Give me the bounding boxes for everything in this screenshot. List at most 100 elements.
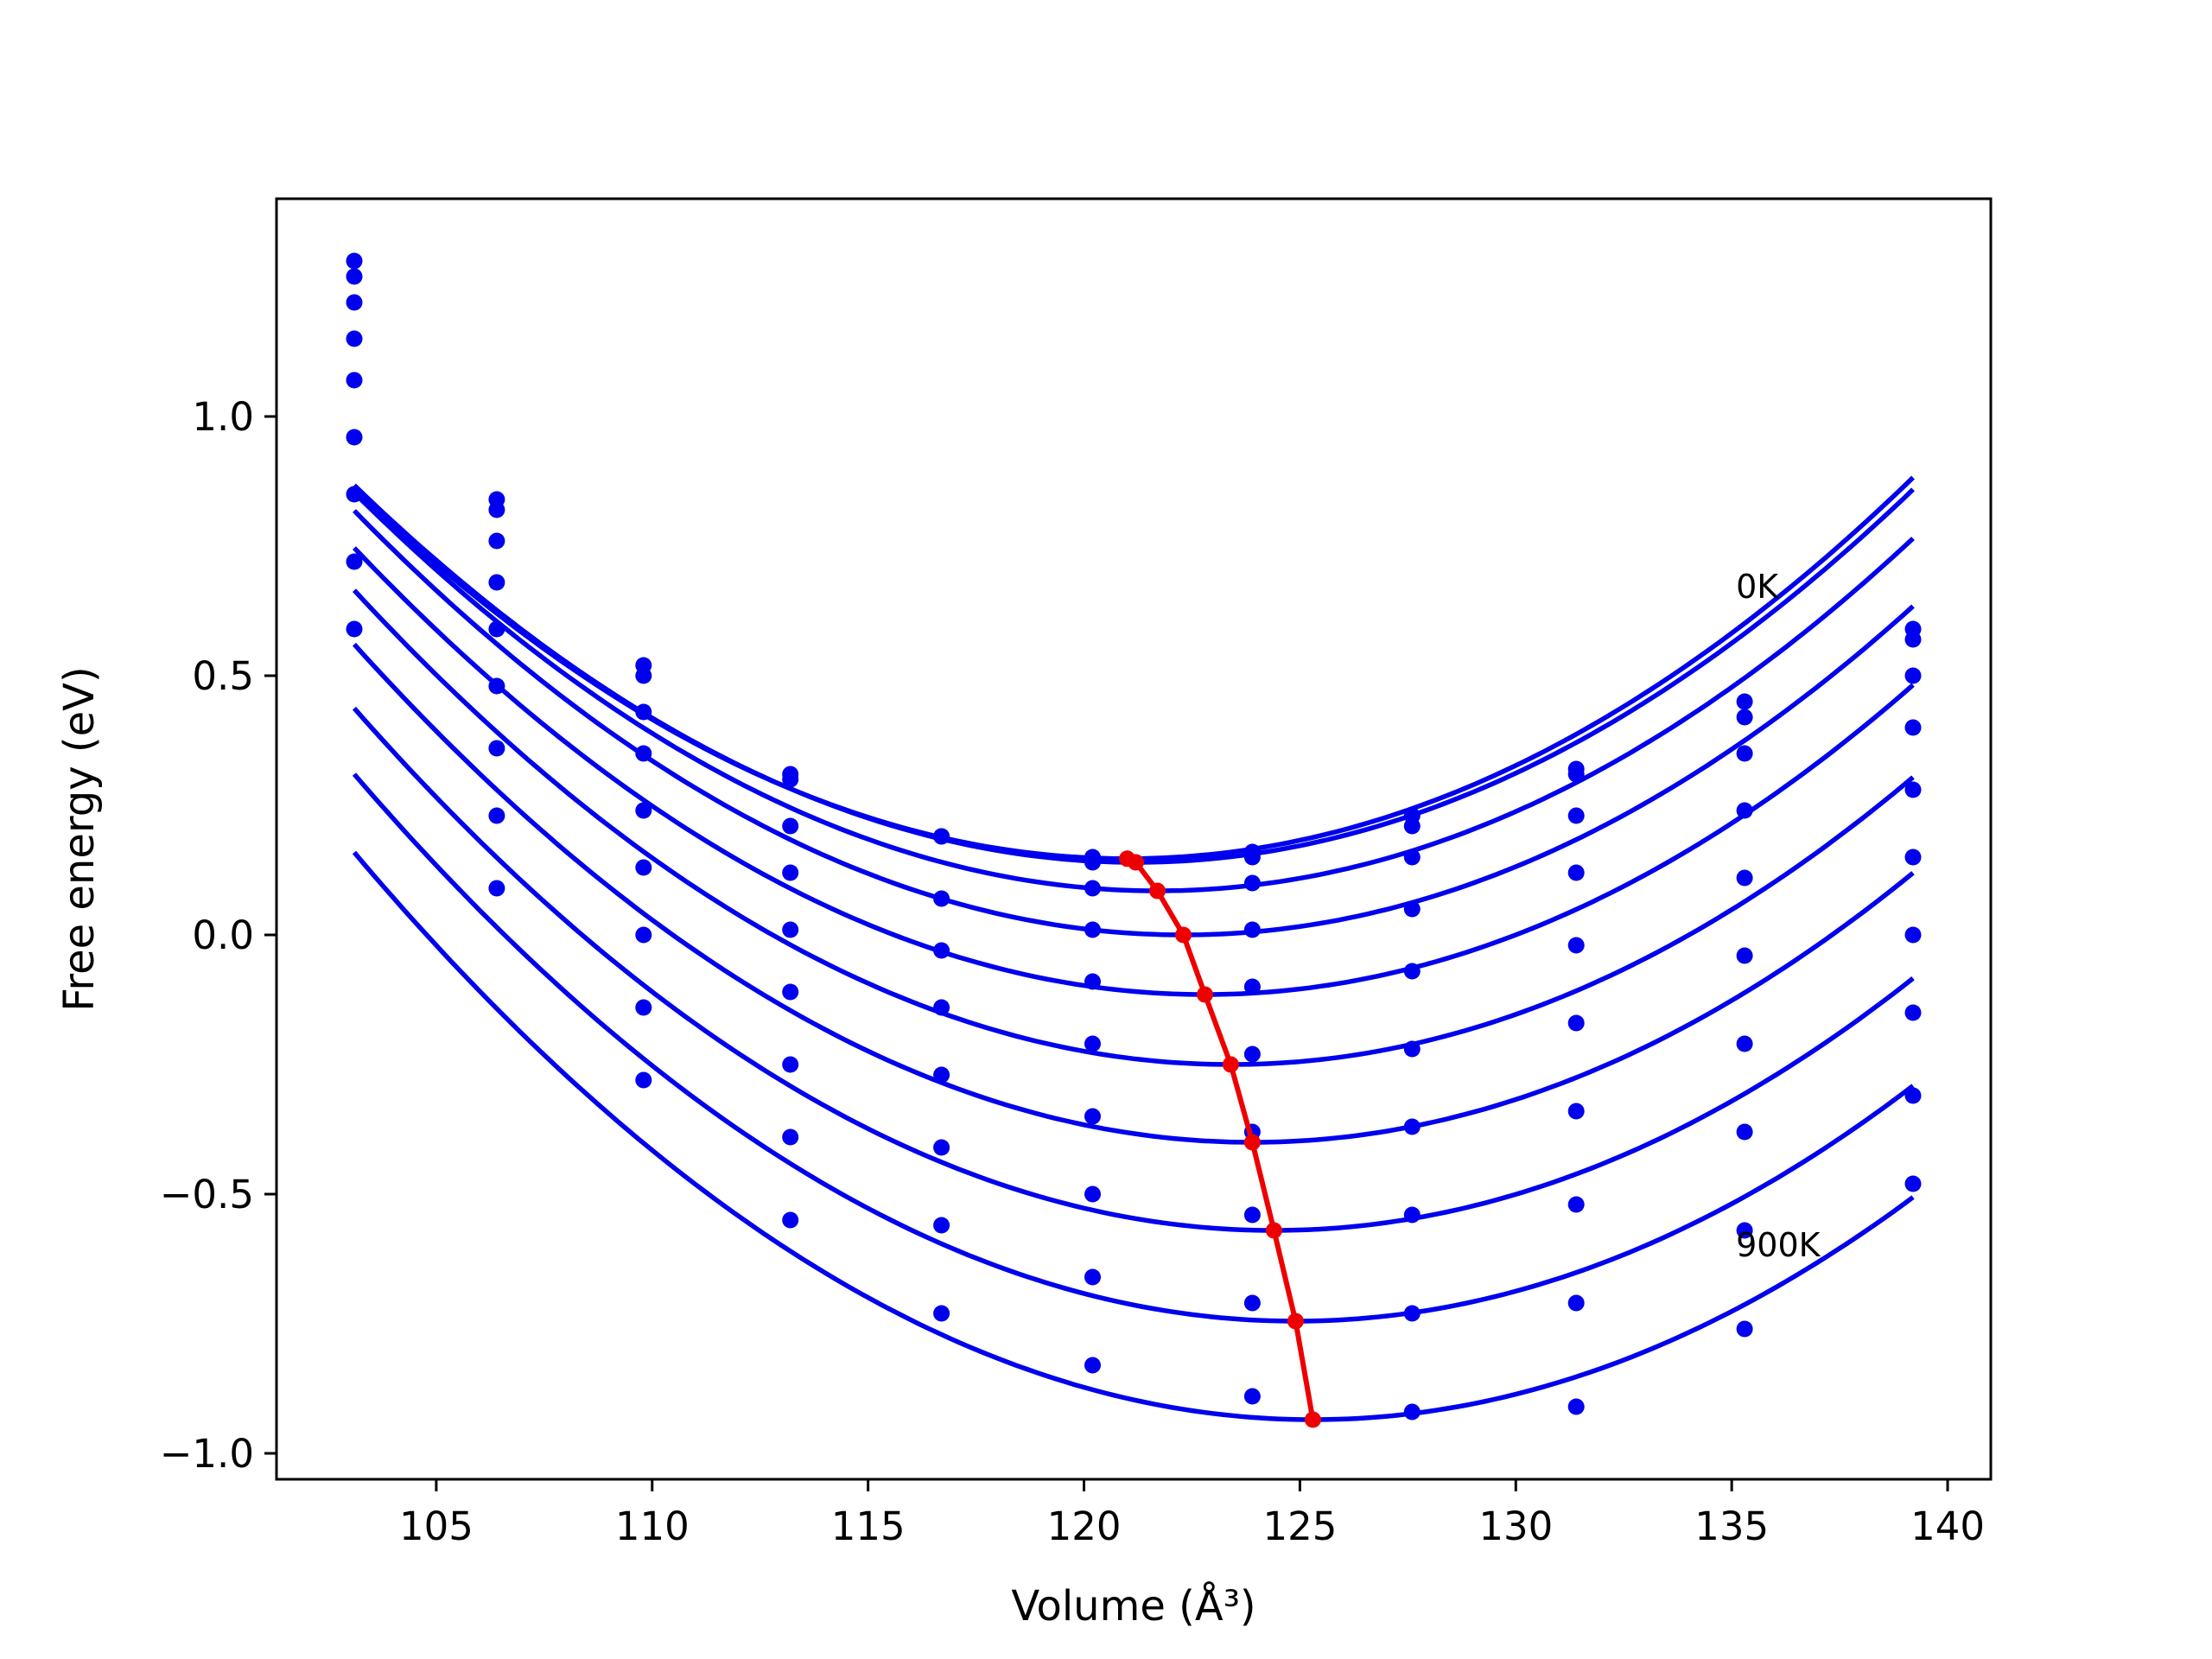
series-5-point: [782, 983, 799, 1001]
series-8-point: [1567, 1294, 1585, 1312]
series-3-point: [1904, 719, 1922, 736]
series-3-point: [635, 745, 652, 762]
axis-ticks: 105 110 115 120 125 130 135 140 −1.0 −0.5 0.0 0.5 1.…: [160, 394, 1985, 1549]
series-7-point: [1243, 1206, 1261, 1224]
series-6-point: [346, 486, 363, 503]
series-5-point: [1567, 1014, 1585, 1032]
series-line-4: [353, 546, 1915, 997]
series-line-5: [352, 588, 1915, 1067]
series-1-point: [1403, 817, 1421, 835]
series-2-point: [933, 890, 950, 907]
series-5-point: [346, 429, 363, 446]
series-7-point: [488, 807, 505, 824]
series-2-point: [1243, 874, 1261, 892]
minima-point: [1175, 926, 1192, 944]
series-9-point: [1567, 1398, 1585, 1415]
series-2-point: [782, 817, 799, 835]
series-5-point: [635, 859, 652, 876]
series-1-point: [488, 501, 505, 518]
x-tick-label: 140: [1910, 1503, 1985, 1549]
temperature-annotation: 900K: [1736, 1226, 1821, 1264]
series-3-point: [1084, 921, 1101, 938]
series-4-point: [933, 999, 950, 1016]
series-6-point: [933, 1139, 950, 1156]
minima-point: [1243, 1134, 1261, 1151]
series-2-point: [1084, 880, 1101, 897]
x-tick-label: 115: [831, 1503, 906, 1549]
series-1-point: [1084, 854, 1101, 871]
series-8-point: [1084, 1268, 1101, 1286]
series-2-point: [1736, 745, 1753, 762]
series-1-point: [782, 771, 799, 788]
y-tick-label: −1.0: [160, 1431, 254, 1477]
series-6-point: [1904, 926, 1922, 944]
series-4-point: [1084, 973, 1101, 990]
series-7-point: [346, 553, 363, 570]
plot-area: [346, 252, 1922, 1428]
series-3-point: [1243, 921, 1261, 938]
y-tick-label: 0.5: [192, 653, 254, 699]
series-3-point: [933, 942, 950, 959]
minima-point: [1287, 1313, 1304, 1330]
series-6-point: [1084, 1108, 1101, 1125]
minima-point: [1222, 1056, 1239, 1073]
series-9-point: [1904, 1175, 1922, 1192]
series-4-point: [1567, 937, 1585, 954]
minima-line: [1126, 856, 1316, 1421]
minima-point: [1197, 986, 1213, 1003]
y-axis-label: Free energy (eV): [55, 666, 104, 1011]
series-line-9: [352, 850, 1915, 1422]
series-3-point: [488, 574, 505, 591]
minima-point: [1304, 1411, 1321, 1428]
series-5-point: [1904, 849, 1922, 866]
x-tick-label: 105: [399, 1503, 474, 1549]
series-7-point: [1904, 1004, 1922, 1021]
series-4-point: [635, 802, 652, 819]
series-1-point: [933, 828, 950, 845]
series-5-point: [1243, 1046, 1261, 1063]
series-2-point: [346, 294, 363, 311]
x-tick-label: 125: [1262, 1503, 1337, 1549]
series-7-point: [1736, 1123, 1753, 1141]
y-tick-label: 0.0: [192, 912, 254, 958]
series-8-point: [782, 1211, 799, 1229]
series-8-point: [1904, 1087, 1922, 1104]
series-8-point: [635, 1071, 652, 1089]
series-4-point: [1403, 963, 1421, 980]
series-4-point: [1904, 781, 1922, 798]
series-3-point: [1403, 900, 1421, 918]
series-5-point: [1403, 1040, 1421, 1058]
x-tick-label: 110: [615, 1503, 690, 1549]
minima-point: [1128, 854, 1144, 871]
series-3-point: [782, 864, 799, 881]
series-1-point: [1736, 709, 1753, 726]
series-line-7: [352, 706, 1915, 1233]
series-0-point: [346, 252, 363, 270]
series-7-point: [1084, 1185, 1101, 1203]
x-tick-label: 130: [1478, 1503, 1553, 1549]
series-6-point: [635, 926, 652, 944]
series-8-point: [488, 880, 505, 897]
series-5-point: [488, 677, 505, 695]
series-7-point: [1403, 1206, 1421, 1224]
series-2-point: [1403, 849, 1421, 866]
series-9-point: [1403, 1403, 1421, 1421]
series-5-point: [933, 1066, 950, 1084]
series-7-point: [933, 1217, 950, 1234]
series-2-point: [635, 703, 652, 721]
series-line-6: [352, 642, 1915, 1145]
series-8-point: [1403, 1305, 1421, 1322]
temperature-annotation: 0K: [1736, 568, 1779, 606]
series-8-point: [1243, 1294, 1261, 1312]
series-7-point: [635, 999, 652, 1016]
series-2-point: [1904, 667, 1922, 684]
series-2-point: [488, 532, 505, 550]
series-7-point: [782, 1128, 799, 1146]
series-4-point: [1736, 869, 1753, 887]
series-8-point: [933, 1305, 950, 1322]
series-4-point: [346, 372, 363, 389]
series-5-point: [1736, 947, 1753, 964]
series-8-point: [346, 620, 363, 638]
